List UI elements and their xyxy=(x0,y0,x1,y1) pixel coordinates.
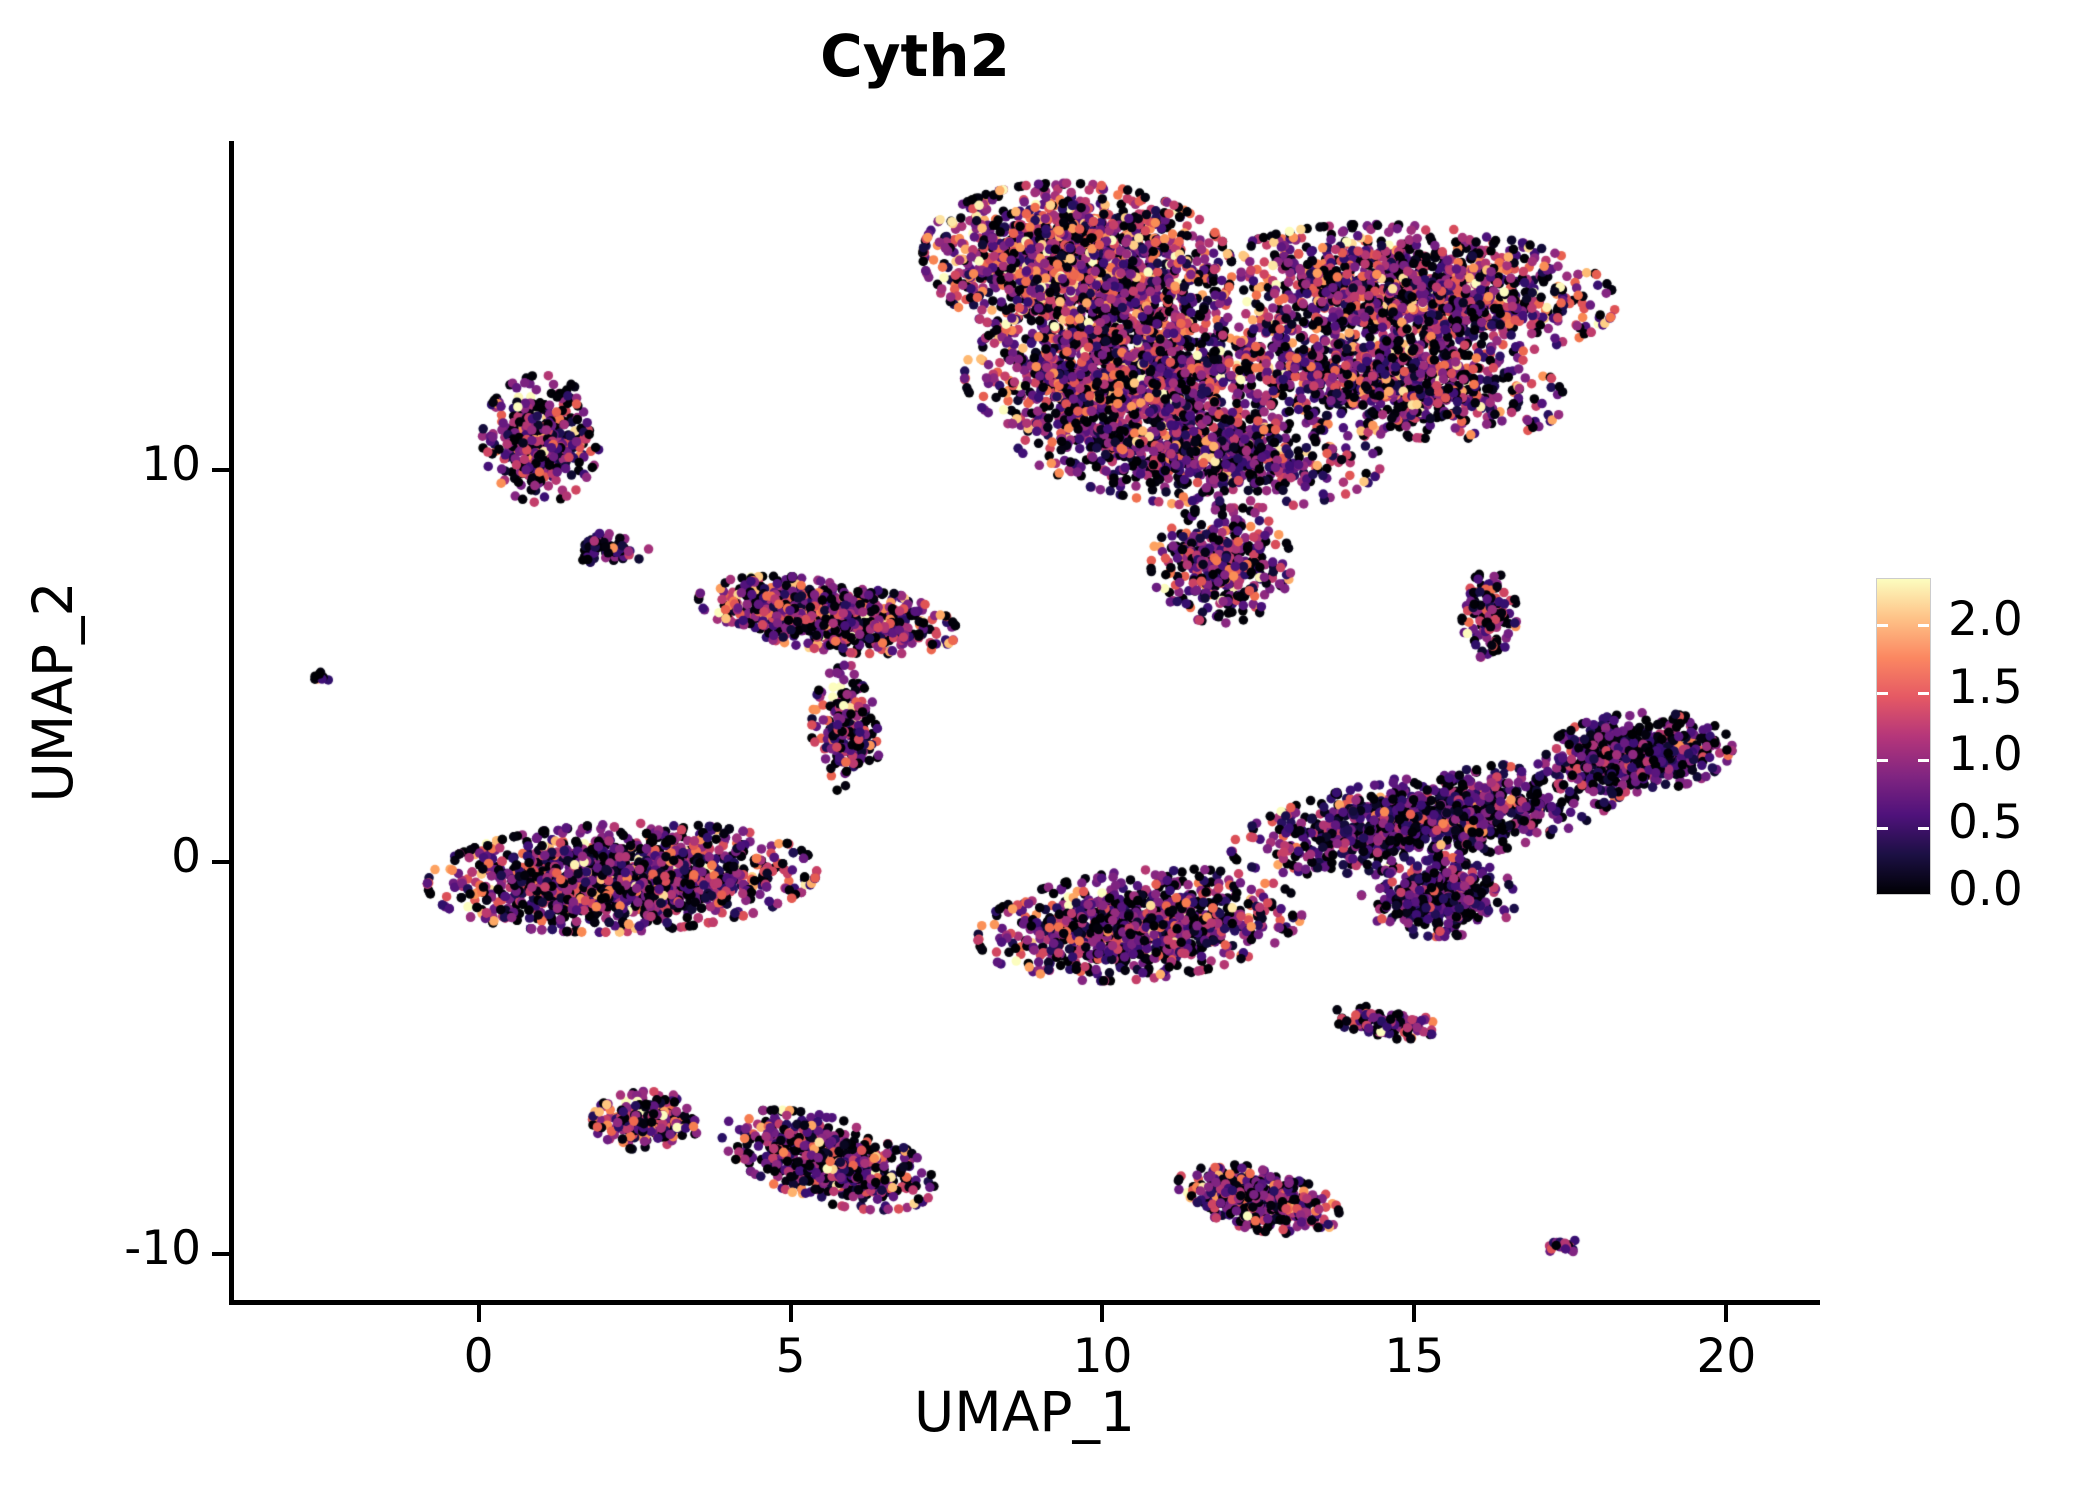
y-tick-label: -10 xyxy=(124,1221,201,1277)
x-tick-label: 0 xyxy=(463,1329,494,1384)
colorbar-tick-mark xyxy=(1918,691,1929,695)
colorbar-tick-label: 0.5 xyxy=(1948,794,2023,850)
colorbar-tick-mark xyxy=(1877,759,1888,763)
y-axis-spine xyxy=(229,141,234,1305)
x-tick-mark xyxy=(1100,1305,1105,1322)
x-tick-label: 10 xyxy=(1072,1329,1133,1384)
colorbar-tick-mark xyxy=(1918,826,1929,830)
colorbar-tick-mark xyxy=(1918,759,1929,763)
x-tick-mark xyxy=(1724,1305,1729,1322)
colorbar-gradient xyxy=(1876,578,1931,895)
x-tick-mark xyxy=(1412,1305,1417,1322)
y-tick-mark xyxy=(212,468,229,473)
colorbar: 0.0 0.5 1.0 1.5 2.0 xyxy=(1876,578,2096,917)
x-tick-label: 5 xyxy=(775,1329,806,1384)
y-tick-label: 0 xyxy=(171,829,201,885)
y-axis-label: UMAP_2 xyxy=(21,581,85,803)
x-axis-spine xyxy=(229,1300,1820,1305)
y-tick-mark xyxy=(212,860,229,865)
y-tick-label: 10 xyxy=(141,437,201,493)
plot-axes xyxy=(229,141,1820,1305)
x-tick-mark xyxy=(476,1305,481,1322)
colorbar-tick-mark xyxy=(1877,624,1888,628)
y-tick-mark xyxy=(212,1252,229,1257)
colorbar-tick-mark xyxy=(1918,624,1929,628)
scatter-points-canvas xyxy=(229,141,1820,1305)
x-tick-label: 20 xyxy=(1696,1329,1757,1384)
x-axis-label: UMAP_1 xyxy=(914,1380,1135,1444)
colorbar-tick-label: 1.0 xyxy=(1948,727,2023,783)
colorbar-tick-mark xyxy=(1877,826,1888,830)
page-title: Cyth2 xyxy=(820,22,1010,90)
x-tick-mark xyxy=(788,1305,793,1322)
colorbar-tick-label: 1.5 xyxy=(1948,659,2023,715)
colorbar-tick-label: 0.0 xyxy=(1948,862,2023,917)
colorbar-tick-label: 2.0 xyxy=(1948,592,2023,648)
x-tick-label: 15 xyxy=(1384,1329,1445,1384)
colorbar-tick-mark xyxy=(1877,691,1888,695)
